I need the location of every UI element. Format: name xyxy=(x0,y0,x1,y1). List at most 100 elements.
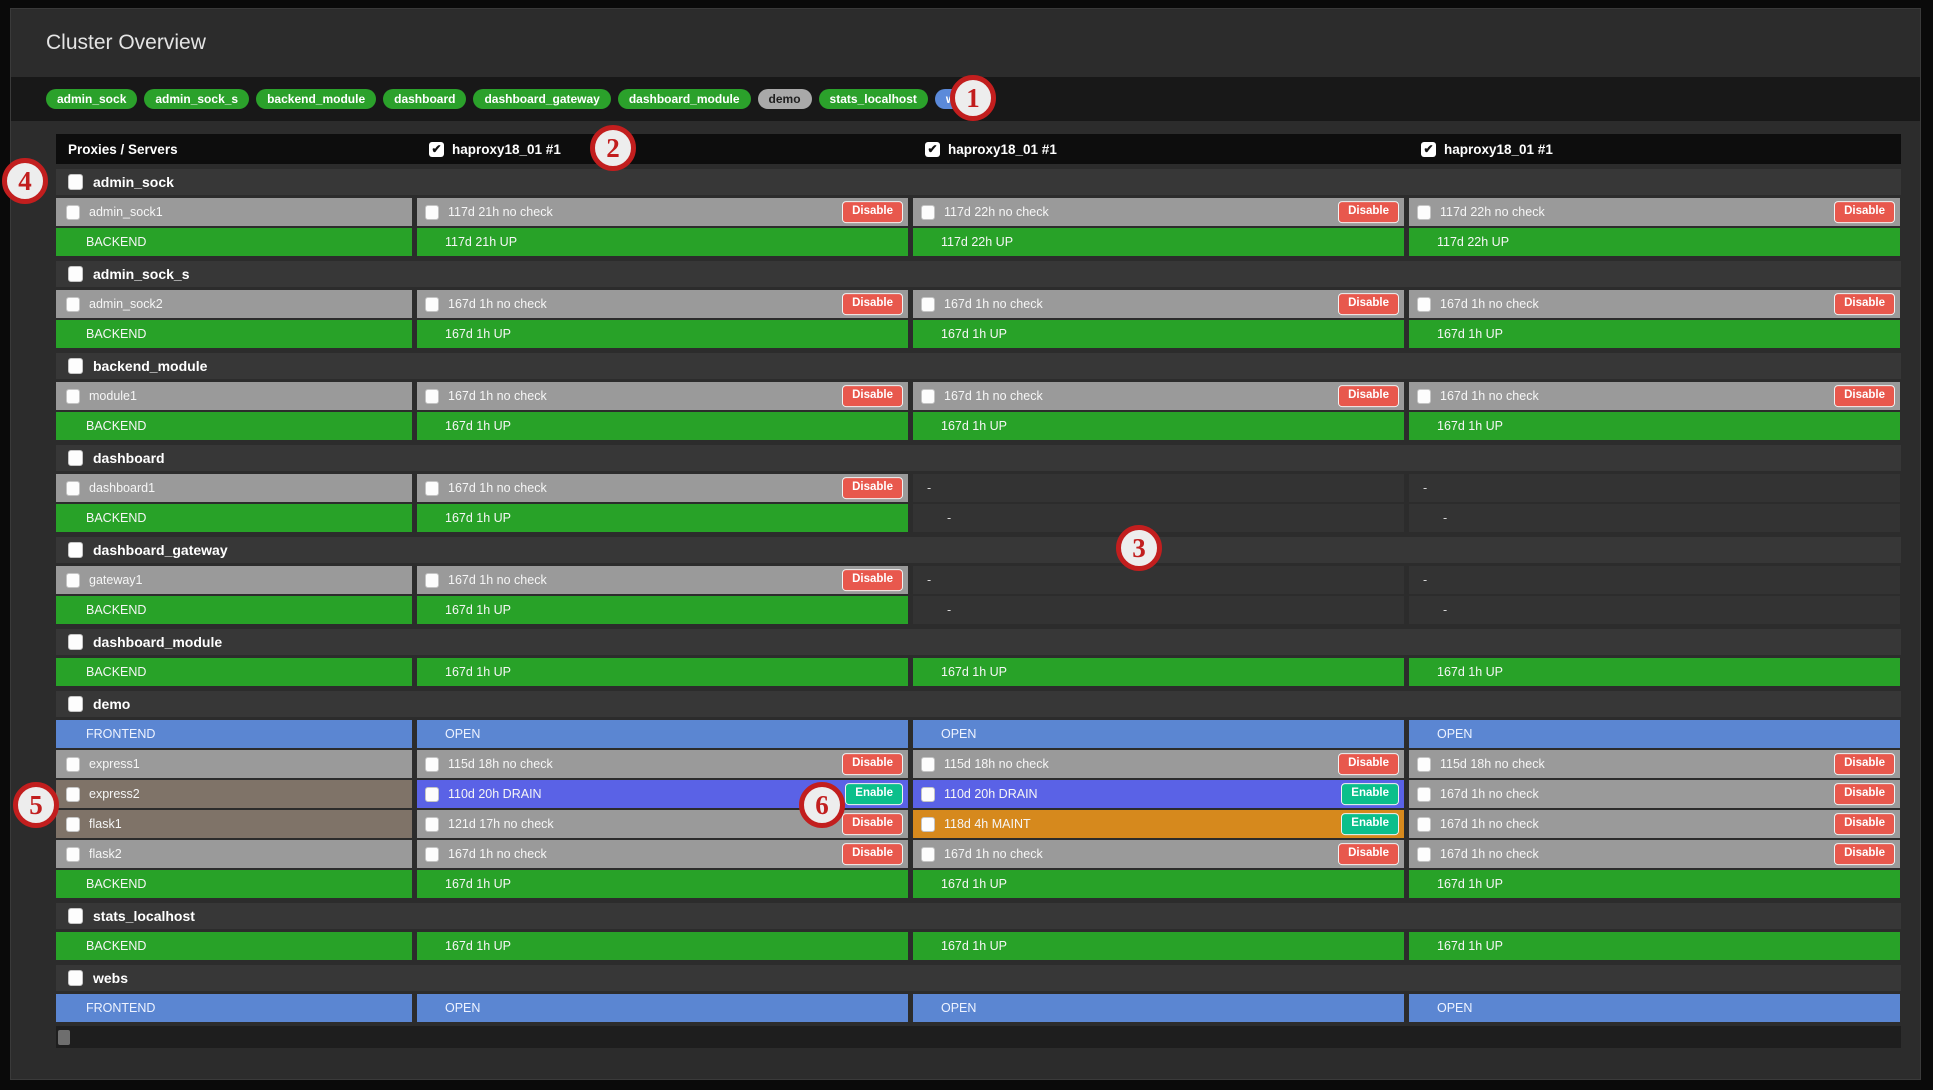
disable-button[interactable]: Disable xyxy=(842,385,903,407)
disable-button[interactable]: Disable xyxy=(1338,385,1399,407)
disable-button[interactable]: Disable xyxy=(1338,201,1399,223)
server-checkbox[interactable] xyxy=(66,786,80,802)
status-checkbox[interactable] xyxy=(1417,846,1431,862)
server-checkbox[interactable] xyxy=(66,756,80,772)
disable-button[interactable]: Disable xyxy=(842,813,903,835)
status-checkbox[interactable] xyxy=(921,786,935,802)
proxy-pill-dashboard[interactable]: dashboard xyxy=(383,89,467,109)
status-checkbox[interactable] xyxy=(425,786,439,802)
disable-button[interactable]: Disable xyxy=(1834,293,1895,315)
status-checkbox[interactable] xyxy=(1417,388,1431,404)
disable-button[interactable]: Disable xyxy=(1338,293,1399,315)
server-checkbox[interactable] xyxy=(66,388,80,404)
status-cell: 167d 1h UP xyxy=(913,320,1404,348)
status-text: 167d 1h no check xyxy=(944,847,1043,861)
disable-button[interactable]: Disable xyxy=(1834,813,1895,835)
status-checkbox[interactable] xyxy=(921,756,935,772)
proxy-pill-demo[interactable]: demo xyxy=(757,89,812,109)
status-checkbox[interactable] xyxy=(425,296,439,312)
status-text: 167d 1h no check xyxy=(944,297,1043,311)
disable-button[interactable]: Disable xyxy=(1834,843,1895,865)
server-column-checkbox[interactable]: ✔ xyxy=(925,141,940,157)
disable-button[interactable]: Disable xyxy=(842,753,903,775)
status-checkbox[interactable] xyxy=(1417,204,1431,220)
server-checkbox[interactable] xyxy=(66,204,80,220)
status-checkbox[interactable] xyxy=(425,572,439,588)
section-checkbox[interactable] xyxy=(68,696,83,712)
status-checkbox[interactable] xyxy=(921,388,935,404)
backend-label-cell: BACKEND xyxy=(56,870,412,898)
enable-button[interactable]: Enable xyxy=(1341,783,1399,805)
frontend-label-cell: FRONTEND xyxy=(56,720,412,748)
status-checkbox[interactable] xyxy=(921,816,935,832)
server-column-label: haproxy18_01 #1 xyxy=(948,141,1057,157)
status-checkbox[interactable] xyxy=(425,816,439,832)
status-checkbox[interactable] xyxy=(1417,786,1431,802)
status-checkbox[interactable] xyxy=(921,296,935,312)
status-checkbox[interactable] xyxy=(425,756,439,772)
proxy-pill-dashboard_module[interactable]: dashboard_module xyxy=(617,89,751,109)
section-checkbox[interactable] xyxy=(68,908,83,924)
disable-button[interactable]: Disable xyxy=(842,477,903,499)
section-title: admin_sock xyxy=(93,174,174,190)
status-cell: - xyxy=(1409,504,1900,532)
proxy-pill-admin_sock[interactable]: admin_sock xyxy=(46,89,138,109)
server-checkbox[interactable] xyxy=(66,296,80,312)
status-checkbox[interactable] xyxy=(921,204,935,220)
section-checkbox[interactable] xyxy=(68,634,83,650)
disable-button[interactable]: Disable xyxy=(1834,753,1895,775)
section-checkbox[interactable] xyxy=(68,542,83,558)
enable-button[interactable]: Enable xyxy=(845,783,903,805)
status-checkbox[interactable] xyxy=(1417,816,1431,832)
status-cell: 167d 1h UP xyxy=(1409,870,1900,898)
server-checkbox[interactable] xyxy=(66,816,80,832)
status-cell: - xyxy=(1409,566,1900,594)
disable-button[interactable]: Disable xyxy=(1834,385,1895,407)
status-checkbox[interactable] xyxy=(921,846,935,862)
server-checkbox[interactable] xyxy=(66,572,80,588)
section-checkbox[interactable] xyxy=(68,970,83,986)
enable-button[interactable]: Enable xyxy=(1341,813,1399,835)
disable-button[interactable]: Disable xyxy=(842,201,903,223)
status-checkbox[interactable] xyxy=(1417,756,1431,772)
server-column-checkbox[interactable]: ✔ xyxy=(1421,141,1436,157)
status-cell: 115d 18h no check Disable xyxy=(417,750,908,778)
status-cell: - xyxy=(1409,596,1900,624)
disable-button[interactable]: Disable xyxy=(842,843,903,865)
partial-checkbox[interactable] xyxy=(58,1029,70,1045)
table-row: BACKEND 167d 1h UP 167d 1h UP 167d 1h UP xyxy=(56,658,1901,686)
status-cell: 115d 18h no check Disable xyxy=(1409,750,1900,778)
status-cell: OPEN xyxy=(913,994,1404,1022)
status-checkbox[interactable] xyxy=(425,480,439,496)
disable-button[interactable]: Disable xyxy=(842,569,903,591)
disable-button[interactable]: Disable xyxy=(842,293,903,315)
proxy-pill-admin_sock_s[interactable]: admin_sock_s xyxy=(144,89,250,109)
status-cell: 167d 1h no check Disable xyxy=(417,566,908,594)
table-row: FRONTEND OPEN OPEN OPEN xyxy=(56,994,1901,1022)
status-checkbox[interactable] xyxy=(425,388,439,404)
disable-button[interactable]: Disable xyxy=(1338,753,1399,775)
backend-label-cell: BACKEND xyxy=(56,412,412,440)
section-checkbox[interactable] xyxy=(68,358,83,374)
section-checkbox[interactable] xyxy=(68,266,83,282)
disable-button[interactable]: Disable xyxy=(1834,201,1895,223)
disable-button[interactable]: Disable xyxy=(1338,843,1399,865)
disable-button[interactable]: Disable xyxy=(1834,783,1895,805)
section-checkbox[interactable] xyxy=(68,174,83,190)
status-checkbox[interactable] xyxy=(1417,296,1431,312)
status-text: 167d 1h UP xyxy=(941,939,1008,953)
header-proxies-servers: Proxies / Servers xyxy=(56,142,412,157)
status-cell: 167d 1h UP xyxy=(913,870,1404,898)
annotation-circle-5: 5 xyxy=(13,782,59,828)
server-checkbox[interactable] xyxy=(66,480,80,496)
server-column-checkbox[interactable]: ✔ xyxy=(429,141,444,157)
proxy-pill-stats_localhost[interactable]: stats_localhost xyxy=(818,89,928,109)
status-text: 167d 1h UP xyxy=(1437,419,1504,433)
status-checkbox[interactable] xyxy=(425,204,439,220)
status-checkbox[interactable] xyxy=(425,846,439,862)
section-checkbox[interactable] xyxy=(68,450,83,466)
server-checkbox[interactable] xyxy=(66,846,80,862)
status-text: 167d 1h UP xyxy=(941,419,1008,433)
proxy-pill-backend_module[interactable]: backend_module xyxy=(256,89,377,109)
proxy-pill-dashboard_gateway[interactable]: dashboard_gateway xyxy=(473,89,611,109)
